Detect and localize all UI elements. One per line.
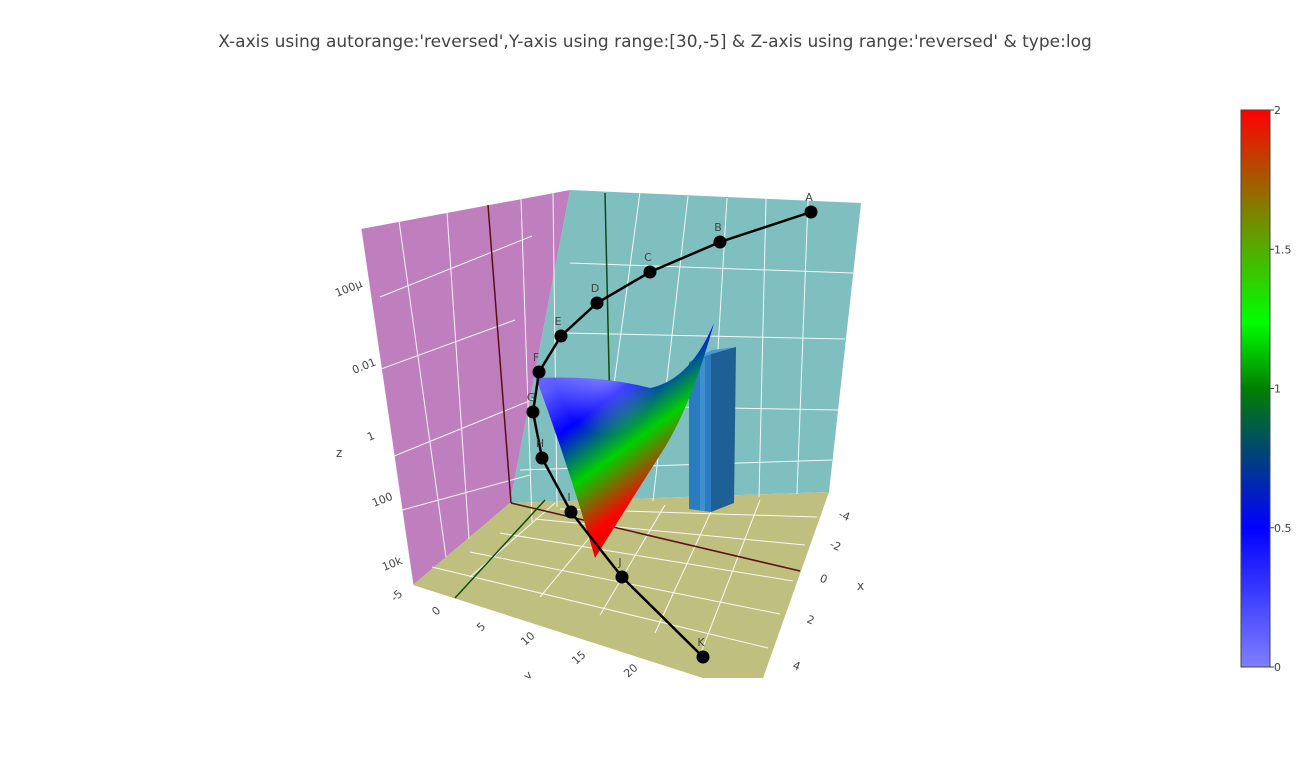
grid-line	[381, 398, 535, 462]
grid-line	[520, 198, 533, 523]
colorbar-tick-label: 0.5	[1274, 522, 1292, 535]
bar-highlight	[700, 358, 705, 511]
grid-line	[369, 319, 516, 374]
colorbar-ticks: 0 0.5 1 1.5 2	[1270, 104, 1292, 674]
scatter-marker[interactable]	[804, 205, 818, 219]
scatter-marker[interactable]	[526, 405, 540, 419]
grid-line	[796, 200, 809, 495]
x-zero-line-floor	[510, 502, 801, 572]
y-tick-label: 5	[474, 620, 488, 634]
scatter-marker[interactable]	[590, 296, 604, 310]
point-label: I	[567, 491, 570, 504]
bar-side	[711, 347, 736, 512]
scatter-marker[interactable]	[696, 650, 710, 664]
grid-line	[379, 235, 533, 298]
scatter-marker[interactable]	[643, 265, 657, 279]
scatter-marker[interactable]	[554, 329, 568, 343]
grid-line	[699, 499, 761, 656]
point-label: A	[805, 191, 813, 204]
y-tick-label: -5	[388, 587, 405, 604]
grid-lines	[360, 191, 854, 656]
grid-line	[552, 192, 558, 508]
y-tick-label: 15	[569, 648, 588, 667]
point-label: F	[533, 351, 539, 364]
surface-shine	[536, 323, 714, 558]
point-label: B	[714, 221, 722, 234]
grid-line	[469, 502, 556, 578]
grid-line	[564, 332, 846, 340]
grid-line	[394, 474, 531, 513]
x-axis-title: x	[857, 579, 864, 593]
point-label: C	[644, 251, 652, 264]
colorbar-tick-label: 1.5	[1274, 243, 1292, 256]
y-tick-label: 20	[621, 661, 640, 680]
chart-title: X-axis using autorange:'reversed',Y-axis…	[218, 32, 1092, 52]
z-axis-title: z	[336, 446, 342, 460]
bar-top	[689, 347, 736, 362]
colorbar-tick-label: 1	[1274, 383, 1281, 396]
point-label: H	[536, 437, 544, 450]
grid-line	[654, 502, 716, 634]
grid-line	[599, 504, 666, 616]
y-tick-label: 10	[518, 629, 537, 648]
grid-line	[360, 228, 414, 586]
grid-line	[446, 211, 470, 540]
point-label: D	[591, 282, 599, 295]
x-tick-label: -2	[828, 538, 843, 554]
grid-line	[469, 551, 781, 615]
x-axis-ticks: -4 -2 0 2 4	[791, 508, 852, 674]
point-label: E	[555, 315, 562, 328]
colorbar[interactable]: 0 0.5 1 1.5 2	[1240, 104, 1292, 674]
point-label: K	[697, 636, 705, 649]
x-tick-label: 2	[805, 613, 816, 628]
scatter-marker[interactable]	[713, 235, 727, 249]
scatter-marker[interactable]	[535, 451, 549, 465]
z-tick-label: 1	[365, 429, 376, 444]
scatter-marker[interactable]	[532, 365, 546, 379]
grid-line	[499, 532, 794, 582]
z-tick-label: 0.01	[350, 356, 378, 377]
plot-clip-mask	[300, 678, 900, 758]
z-tick-label: 10k	[380, 554, 404, 574]
grid-line	[758, 198, 767, 498]
y-zero-line	[487, 204, 512, 504]
y-zero-line-floor	[454, 499, 546, 599]
z-tick-label: 100μ	[333, 277, 364, 300]
back-wall-xz	[510, 190, 861, 503]
grid-line	[569, 262, 854, 274]
colorbar-gradient	[1240, 109, 1271, 668]
floor-xy	[413, 492, 829, 678]
bar-3d[interactable]	[689, 347, 736, 512]
grid-line	[398, 220, 447, 558]
x-tick-label: 0	[818, 572, 829, 587]
x-tick-label: -4	[837, 508, 852, 524]
point-label: G	[527, 391, 536, 404]
scatter-marker[interactable]	[615, 570, 629, 584]
side-wall-yz	[361, 190, 570, 585]
y-tick-label: 0	[429, 604, 443, 618]
colorbar-tick-label: 0	[1274, 661, 1281, 674]
scatter-line-trace[interactable]: A B C D E F G H I J K	[526, 191, 818, 664]
scatter-marker[interactable]	[564, 505, 578, 519]
colorbar-tick-label: 2	[1274, 104, 1281, 117]
z-tick-label: 100	[370, 490, 394, 510]
x-tick-label: 4	[791, 659, 802, 674]
grid-line	[431, 566, 769, 649]
point-label: J	[617, 556, 621, 569]
